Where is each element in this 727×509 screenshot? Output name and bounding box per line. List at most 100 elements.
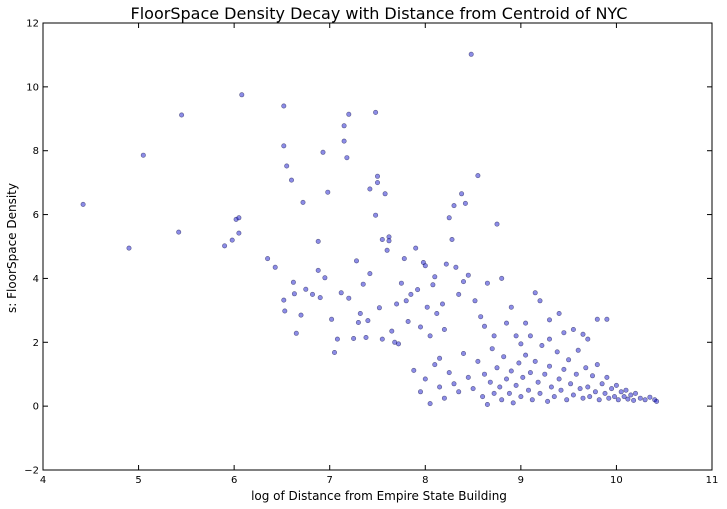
data-point (594, 316, 600, 322)
data-point (545, 398, 551, 404)
data-point (546, 363, 552, 369)
x-axis-label: log of Distance from Empire State Buildi… (251, 489, 507, 503)
data-point (508, 368, 514, 374)
data-point (480, 394, 486, 400)
data-point (353, 258, 359, 264)
data-point (484, 280, 490, 286)
data-point (532, 358, 538, 364)
data-point (365, 318, 371, 324)
data-point (596, 397, 602, 403)
x-tick-label: 10 (610, 475, 623, 486)
data-point (432, 362, 438, 368)
data-point (637, 395, 643, 401)
data-point (341, 123, 347, 129)
data-point (506, 390, 512, 396)
chart-title: FloorSpace Density Decay with Distance f… (131, 4, 628, 23)
data-point (481, 323, 487, 329)
data-point (472, 298, 478, 304)
data-point (379, 336, 385, 342)
data-point (367, 271, 373, 277)
data-point (577, 386, 583, 392)
data-point (542, 371, 548, 377)
data-point (363, 334, 369, 340)
data-point (548, 384, 554, 390)
data-point (281, 297, 287, 303)
data-point (615, 397, 621, 403)
data-point (179, 112, 185, 118)
data-point (556, 376, 562, 382)
data-point (462, 200, 468, 206)
data-point (561, 330, 567, 336)
data-point (432, 274, 438, 280)
data-point (575, 347, 581, 353)
data-point (604, 316, 610, 322)
data-point (351, 335, 357, 341)
data-point (293, 330, 299, 336)
data-point (395, 341, 401, 347)
data-point (510, 400, 516, 406)
data-point (568, 381, 574, 387)
data-point (516, 360, 522, 366)
data-point (427, 333, 433, 339)
data-point (441, 395, 447, 401)
data-point (611, 394, 617, 400)
data-point (468, 51, 474, 57)
data-point (535, 379, 541, 385)
data-point (513, 382, 519, 388)
data-point (494, 365, 500, 371)
data-point (346, 111, 352, 117)
data-point (437, 355, 443, 361)
data-point (618, 389, 624, 395)
x-tick-label: 6 (231, 475, 237, 486)
data-point (602, 390, 608, 396)
data-point (331, 349, 337, 355)
data-point (424, 304, 430, 310)
data-point (460, 279, 466, 285)
x-tick-label: 9 (518, 475, 524, 486)
data-point (373, 109, 379, 115)
data-point (475, 173, 481, 179)
data-point (628, 392, 634, 398)
data-point (647, 394, 653, 400)
data-point (604, 374, 610, 380)
data-point (585, 384, 591, 390)
data-point (411, 367, 417, 373)
data-point (382, 191, 388, 197)
data-point (374, 180, 380, 186)
y-tick-label: 4 (33, 274, 39, 285)
x-axis: 4 5 6 7 8 9 10 11 (40, 23, 719, 486)
data-point (527, 333, 533, 339)
y-tick-label: 10 (26, 82, 39, 93)
data-point (325, 189, 331, 195)
data-point (613, 382, 619, 388)
data-point (501, 354, 507, 360)
data-point (497, 384, 503, 390)
data-point (394, 301, 400, 307)
data-point (236, 215, 242, 221)
data-point (338, 290, 344, 296)
data-point (413, 245, 419, 251)
data-point (298, 312, 304, 318)
y-tick-label: 6 (33, 210, 39, 221)
data-point (599, 381, 605, 387)
data-point (518, 341, 524, 347)
data-point (503, 320, 509, 326)
x-tick-label: 11 (706, 475, 719, 486)
data-point (453, 264, 459, 270)
data-point (233, 216, 239, 222)
data-point (489, 346, 495, 352)
data-point (446, 215, 452, 221)
x-tick-label: 7 (327, 475, 333, 486)
data-point (417, 324, 423, 330)
y-tick-label: −2 (24, 466, 39, 477)
data-point (422, 376, 428, 382)
data-point (408, 291, 414, 297)
data-point (460, 350, 466, 356)
data-point (140, 152, 146, 158)
data-point (478, 314, 484, 320)
data-point (322, 275, 328, 281)
data-point (592, 389, 598, 395)
data-point (329, 316, 335, 322)
data-point (561, 366, 567, 372)
data-point (300, 199, 306, 205)
